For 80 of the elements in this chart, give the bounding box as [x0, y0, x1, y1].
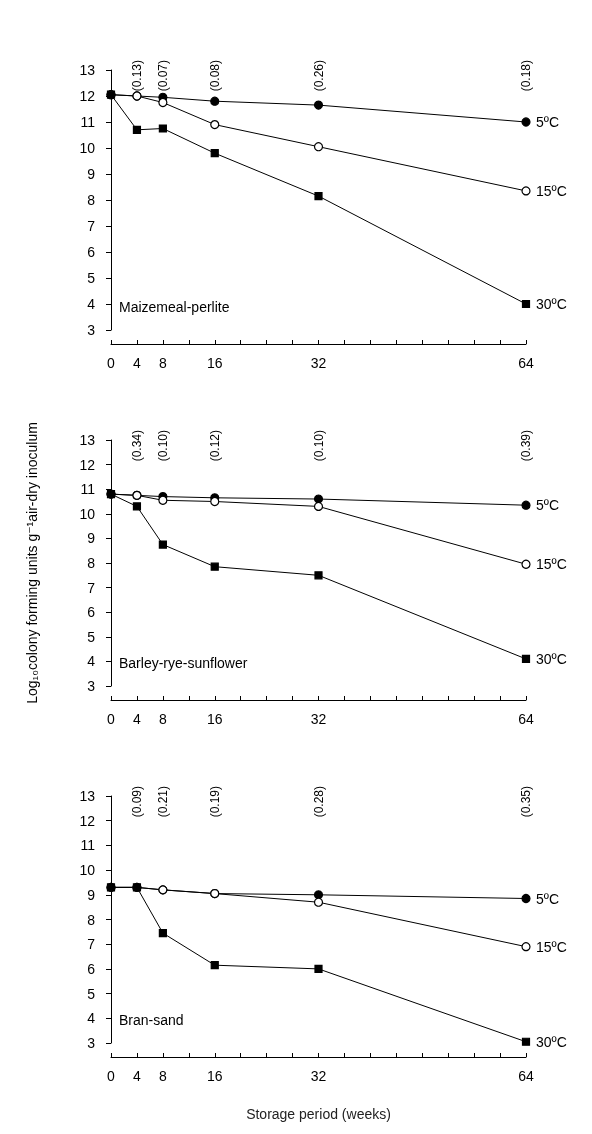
y-tick-label: 12 — [79, 88, 96, 104]
series-label: 5ºC — [536, 114, 560, 130]
x-tick-label: 16 — [206, 711, 223, 727]
text: Maizemeal-perlite — [119, 299, 230, 315]
x-tick-label: 64 — [518, 355, 534, 371]
y-axis-title: Log₁₀colony forming units g⁻¹air-dry inoculum — [24, 422, 40, 704]
y-tick-label: 8 — [87, 911, 96, 928]
series-label: 5ºC — [536, 497, 560, 514]
series-label: 15ºC — [536, 938, 567, 955]
y-tick-label: 11 — [80, 114, 96, 130]
y-tick-label: 11 — [80, 481, 96, 498]
x-tick-label: 4 — [133, 1068, 142, 1084]
x-tick-label: 16 — [206, 1068, 223, 1084]
y-tick-label: 11 — [80, 837, 96, 854]
annotation: (0.34) — [129, 430, 144, 462]
y-tick-label: 10 — [79, 140, 96, 156]
y-tick-label: 5 — [87, 270, 96, 286]
series-label: 15ºC — [536, 182, 567, 199]
y-tick-label: 3 — [87, 322, 96, 338]
x-tick-label: 32 — [310, 355, 327, 371]
y-tick-label: 7 — [87, 936, 96, 953]
y-tick-label: 6 — [87, 604, 96, 621]
y-tick-label: 7 — [87, 218, 96, 234]
x-tick-label: 8 — [158, 1068, 167, 1084]
annotation: (0.09) — [129, 786, 144, 818]
y-tick-label: 12 — [79, 812, 96, 829]
x-tick-label: 0 — [107, 355, 116, 371]
series-label: 15ºC — [536, 556, 567, 573]
annotation: (0.35) — [519, 786, 533, 818]
y-tick-label: 9 — [87, 530, 96, 547]
annotation: (0.19) — [207, 786, 222, 818]
annotation: (0.28) — [311, 786, 326, 818]
y-tick-label: 4 — [87, 1010, 96, 1027]
y-tick-label: 12 — [79, 456, 96, 473]
annotation: (0.10) — [155, 430, 170, 462]
y-tick-label: 4 — [87, 296, 96, 312]
x-tick-label: 4 — [133, 711, 142, 727]
y-tick-label: 4 — [87, 653, 96, 670]
y-tick-label: 13 — [79, 788, 96, 804]
annotation: (0.39) — [519, 430, 533, 462]
y-tick-label: 8 — [87, 555, 96, 571]
series-label: 30ºC — [536, 1033, 567, 1050]
series-label: 5ºC — [536, 890, 560, 907]
y-tick-label: 5 — [87, 628, 96, 645]
y-tick-label: 13 — [79, 62, 96, 78]
annotation: (0.07) — [155, 60, 170, 92]
x-tick-label: 0 — [107, 1068, 116, 1084]
y-tick-label: 13 — [79, 432, 96, 448]
y-tick-label: 10 — [79, 862, 96, 879]
annotation: (0.08) — [207, 60, 222, 92]
y-tick-label: 9 — [87, 166, 96, 182]
annotation: (0.26) — [311, 60, 326, 92]
y-tick-label: 8 — [87, 192, 96, 208]
text: Barley-rye-sunflower — [119, 655, 248, 671]
x-tick-label: 64 — [518, 1068, 534, 1084]
annotation: (0.21) — [155, 786, 170, 818]
y-tick-label: 5 — [87, 985, 96, 1002]
annotation: (0.10) — [311, 430, 326, 462]
x-tick-label: 8 — [158, 355, 167, 371]
annotation: (0.18) — [519, 60, 533, 92]
y-tick-label: 6 — [87, 960, 96, 977]
x-tick-label: 32 — [310, 1068, 327, 1084]
y-tick-label: 9 — [87, 886, 96, 903]
y-tick-label: 3 — [87, 1035, 96, 1051]
y-tick-label: 3 — [87, 678, 96, 694]
y-tick-label: 6 — [87, 244, 96, 260]
y-tick-label: 10 — [79, 505, 96, 522]
text: Bran-sand — [119, 1012, 184, 1028]
x-tick-label: 32 — [310, 711, 327, 727]
x-axis-title: Storage period (weeks) — [246, 1106, 391, 1122]
x-tick-label: 8 — [158, 711, 167, 727]
x-tick-label: 64 — [518, 711, 534, 727]
x-tick-label: 4 — [133, 355, 142, 371]
annotation: (0.12) — [207, 430, 222, 462]
series-label: 30ºC — [536, 650, 567, 667]
series-label: 30ºC — [536, 296, 567, 312]
annotation: (0.13) — [129, 60, 144, 92]
x-tick-label: 16 — [206, 355, 223, 371]
y-tick-label: 7 — [87, 579, 96, 596]
x-tick-label: 0 — [107, 711, 116, 727]
